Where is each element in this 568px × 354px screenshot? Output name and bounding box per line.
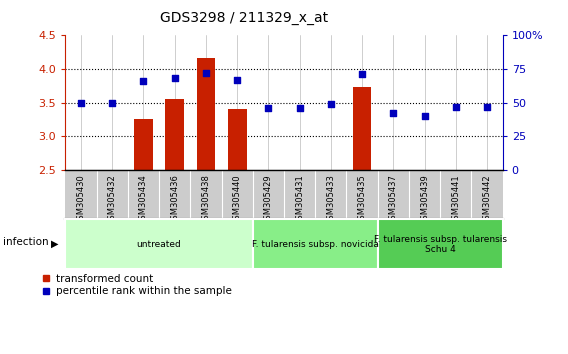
Point [451,104,460,109]
Point [420,113,429,119]
Bar [134,119,153,170]
Text: GSM305435: GSM305435 [358,174,366,225]
Bar [228,109,247,170]
Text: GSM305442: GSM305442 [483,174,491,224]
Bar [378,219,503,269]
Text: F. tularensis subsp. novicida: F. tularensis subsp. novicida [252,240,379,249]
Text: GSM305436: GSM305436 [170,174,179,225]
Point [389,110,398,116]
Legend: transformed count, percentile rank within the sample: transformed count, percentile rank withi… [42,274,232,296]
Point [358,72,367,77]
Text: infection: infection [3,238,48,247]
Text: GSM305439: GSM305439 [420,174,429,225]
Text: GSM305438: GSM305438 [202,174,210,225]
Text: GDS3298 / 211329_x_at: GDS3298 / 211329_x_at [160,11,328,25]
Text: GSM305440: GSM305440 [233,174,241,224]
Bar [253,219,378,269]
Point [139,78,148,84]
Text: GSM305433: GSM305433 [327,174,335,225]
Point [76,100,86,105]
Text: GSM305431: GSM305431 [295,174,304,225]
Text: GSM305437: GSM305437 [389,174,398,225]
Text: GSM305432: GSM305432 [108,174,116,225]
Text: ▶: ▶ [51,239,59,249]
Bar [353,87,371,170]
Point [202,70,211,76]
Point [295,105,304,111]
Point [108,100,117,105]
Bar [197,58,215,170]
Point [170,76,179,81]
Bar [165,99,184,170]
Point [326,101,335,107]
Text: GSM305441: GSM305441 [452,174,460,224]
Point [264,105,273,111]
Point [233,77,242,82]
Bar [65,219,253,269]
Text: F. tularensis subsp. tularensis
Schu 4: F. tularensis subsp. tularensis Schu 4 [374,235,507,254]
Text: GSM305430: GSM305430 [77,174,85,225]
Point [483,104,492,109]
Text: untreated: untreated [137,240,181,249]
Text: GSM305434: GSM305434 [139,174,148,225]
Text: GSM305429: GSM305429 [264,174,273,224]
